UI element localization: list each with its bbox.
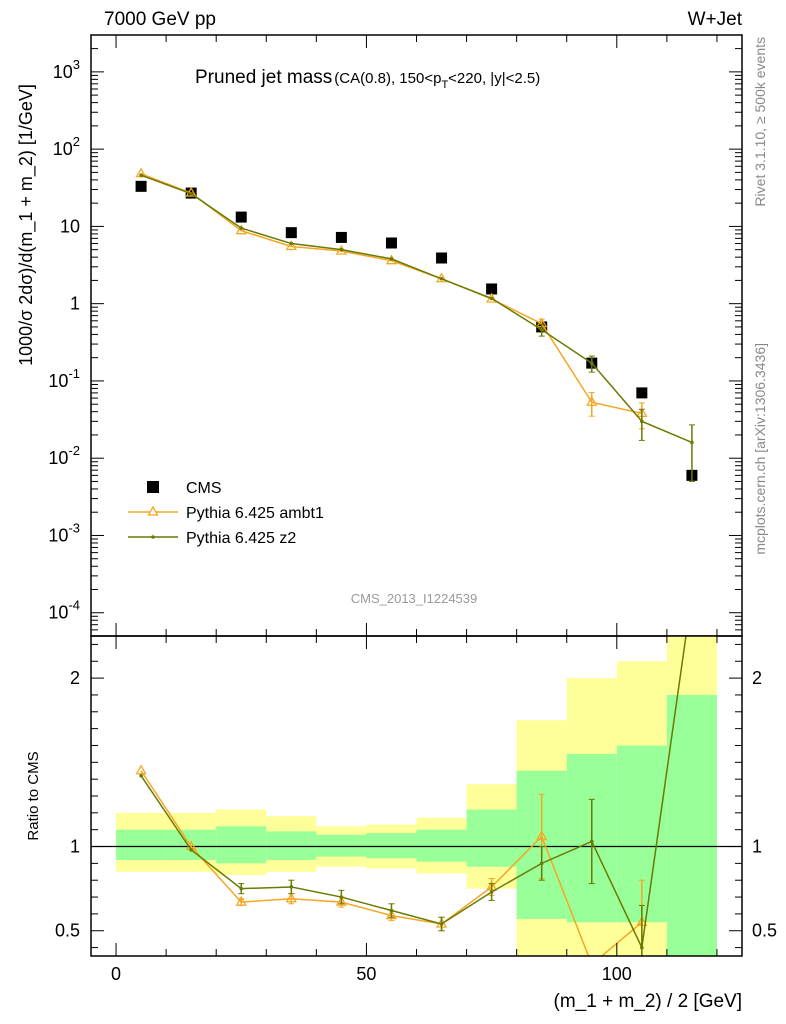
legend-marker <box>147 481 159 493</box>
uncertainty-band-stat <box>316 834 367 857</box>
data-point <box>486 283 498 295</box>
uncertainty-band-stat <box>366 833 417 859</box>
data-point <box>589 361 594 365</box>
ratio-y-tick-label: 0.5 <box>55 921 80 941</box>
ratio-y-tick-label-right: 0.5 <box>752 921 777 941</box>
ratio-point <box>539 861 544 866</box>
data-point <box>235 211 247 223</box>
uncertainty-band-stat <box>466 809 517 867</box>
data-point <box>389 257 394 261</box>
data-point <box>385 237 397 249</box>
y-tick-label: 10-1 <box>48 366 80 391</box>
data-point <box>640 419 644 424</box>
ratio-panel: 0.5 0.5 1 1 2 2 0 50 100 Ratio to CMS (m_1 + m_2… <box>25 592 777 1012</box>
ratio-line <box>140 636 687 951</box>
ratio-y-tick-label: 2 <box>70 668 80 688</box>
x-tick-label: 50 <box>356 964 376 984</box>
ratio-point <box>389 908 394 913</box>
legend-label: CMS <box>186 480 222 497</box>
ratio-y-tick-label-right: 1 <box>752 837 762 857</box>
ratio-point <box>640 945 644 950</box>
data-point <box>690 440 694 445</box>
ratio-point <box>489 890 494 894</box>
ratio-frame <box>90 635 743 957</box>
uncertainty-band-stat <box>216 826 267 864</box>
data-point <box>439 276 444 281</box>
ratio-point <box>189 848 193 852</box>
main-panel: 10-4 10-3 10-2 10-1 1 10 102 103 Pruned jet mas… <box>16 34 743 637</box>
data-point <box>235 224 247 235</box>
ratio-point <box>139 773 143 778</box>
y-tick-label: 10-2 <box>48 443 80 468</box>
side-label-top: Rivet 3.1.10, ≥ 500k events <box>752 37 768 207</box>
legend-label: Pythia 6.425 z2 <box>186 530 296 547</box>
header-left: 7000 GeV pp <box>104 9 216 30</box>
data-point <box>285 240 297 251</box>
data-point <box>289 241 294 246</box>
ratio-point <box>335 895 347 906</box>
data-point <box>139 173 143 177</box>
plot-title: Pruned jet mass (CA(0.8), 150<pT<220, |y|… <box>195 67 540 91</box>
y-tick-label: 102 <box>53 134 80 159</box>
ratio-y-tick-label-right: 2 <box>752 668 762 688</box>
y-tick-label: 103 <box>53 57 80 82</box>
data-point <box>636 387 648 399</box>
data-point <box>135 180 147 192</box>
main-ylabel: 1000/σ 2dσ)/d(m_1 + m_2) [1/GeV] <box>16 84 37 366</box>
legend-marker <box>151 535 155 539</box>
uncertainty-band-stat <box>666 694 717 956</box>
ratio-point <box>289 885 294 889</box>
x-tick-label: 0 <box>111 964 121 984</box>
x-tick-label: 100 <box>602 964 632 984</box>
series-line <box>140 173 643 415</box>
ratio-point <box>235 895 247 906</box>
data-point <box>285 227 297 239</box>
uncertainty-band-stat <box>116 829 167 860</box>
y-tick-label: 10-4 <box>48 598 80 623</box>
analysis-id: CMS_2013_I1224539 <box>351 591 478 606</box>
ratio-point <box>135 764 147 775</box>
data-point <box>489 296 494 301</box>
legend-label: Pythia 6.425 ambt1 <box>186 505 324 522</box>
y-tick-label: 1 <box>70 294 80 314</box>
data-point <box>189 191 193 196</box>
y-tick-label: 10-3 <box>48 520 80 545</box>
data-point <box>335 231 347 243</box>
header-right: W+Jet <box>688 9 743 30</box>
ratio-point <box>439 922 444 926</box>
side-label-bottom: mcplots.cern.ch [arXiv:1306.3436] <box>752 343 768 555</box>
ratio-point <box>239 886 244 891</box>
ratio-point <box>587 959 596 967</box>
series-line <box>140 174 693 444</box>
ratio-point <box>339 895 344 899</box>
ratio-point <box>536 830 548 841</box>
ratio-y-tick-label: 1 <box>70 837 80 857</box>
data-point <box>586 395 598 406</box>
ratio-ylabel: Ratio to CMS <box>25 751 42 840</box>
ratio-point <box>690 592 694 596</box>
data-point <box>239 226 244 230</box>
data-point <box>339 247 344 252</box>
data-point <box>539 327 544 332</box>
y-tick-label: 10 <box>60 216 80 236</box>
ratio-point <box>285 892 297 903</box>
legend: CMS Pythia 6.425 ambt1 Pythia 6.425 z2 <box>128 480 324 547</box>
ratio-point <box>385 909 398 920</box>
legend-marker <box>147 505 159 516</box>
data-point <box>436 252 448 264</box>
x-axis-label: (m_1 + m_2) / 2 [GeV] <box>554 991 743 1012</box>
uncertainty-band-stat <box>166 829 217 860</box>
uncertainty-band-stat <box>266 831 317 860</box>
uncertainty-band-stat <box>416 829 467 862</box>
ratio-point <box>589 839 594 844</box>
